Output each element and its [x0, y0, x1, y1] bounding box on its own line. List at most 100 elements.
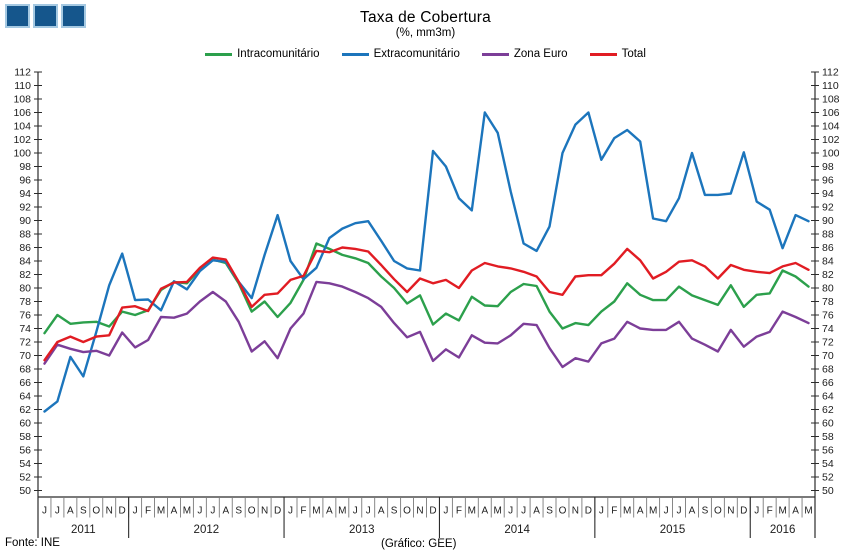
- svg-text:90: 90: [19, 215, 31, 227]
- svg-text:S: S: [702, 506, 709, 517]
- svg-text:66: 66: [19, 377, 31, 389]
- svg-text:58: 58: [822, 431, 834, 443]
- svg-text:102: 102: [13, 134, 31, 146]
- svg-text:52: 52: [822, 472, 834, 484]
- logo-square: [5, 4, 30, 28]
- svg-text:O: O: [92, 506, 100, 517]
- legend-item-zona-euro: Zona Euro: [481, 48, 568, 60]
- legend-label: Extracomunitário: [373, 48, 460, 60]
- chart-title: Taxa de Cobertura: [360, 9, 491, 26]
- svg-text:84: 84: [822, 256, 834, 268]
- svg-text:A: A: [326, 506, 333, 517]
- svg-text:96: 96: [19, 175, 31, 187]
- svg-text:A: A: [637, 506, 644, 517]
- svg-text:O: O: [248, 506, 256, 517]
- svg-text:104: 104: [13, 121, 31, 133]
- chart-subtitle: (%, mm3m): [395, 27, 456, 39]
- legend-item-intracomunitario: Intracomunitário: [205, 48, 320, 60]
- logo: [5, 4, 86, 28]
- svg-text:M: M: [468, 506, 476, 517]
- svg-text:62: 62: [822, 404, 834, 416]
- svg-text:J: J: [521, 506, 526, 517]
- svg-text:108: 108: [13, 94, 31, 106]
- svg-text:54: 54: [822, 458, 834, 470]
- svg-text:M: M: [804, 506, 812, 517]
- svg-text:52: 52: [19, 472, 31, 484]
- svg-text:2016: 2016: [770, 524, 796, 536]
- svg-text:88: 88: [19, 229, 31, 241]
- svg-text:M: M: [494, 506, 502, 517]
- svg-text:D: D: [429, 506, 436, 517]
- svg-text:58: 58: [19, 431, 31, 443]
- legend-label: Zona Euro: [513, 48, 568, 60]
- svg-text:104: 104: [822, 121, 840, 133]
- svg-text:J: J: [443, 506, 448, 517]
- svg-text:F: F: [611, 506, 617, 517]
- svg-text:50: 50: [822, 485, 834, 497]
- svg-text:M: M: [623, 506, 631, 517]
- svg-text:A: A: [689, 506, 696, 517]
- svg-text:94: 94: [19, 188, 31, 200]
- svg-text:A: A: [378, 506, 385, 517]
- svg-text:A: A: [533, 506, 540, 517]
- svg-text:S: S: [546, 506, 553, 517]
- svg-text:S: S: [235, 506, 242, 517]
- credit-text: (Gráfico: GEE): [381, 538, 457, 550]
- legend-swatch-intracomunitario: [205, 52, 233, 56]
- svg-text:J: J: [508, 506, 513, 517]
- svg-text:106: 106: [822, 107, 840, 119]
- svg-text:J: J: [599, 506, 604, 517]
- svg-text:F: F: [145, 506, 151, 517]
- svg-text:D: D: [740, 506, 747, 517]
- legend-swatch-extracomunitario: [341, 52, 369, 56]
- series-line-extracomunitario: [43, 111, 810, 413]
- svg-text:60: 60: [19, 418, 31, 430]
- y-axis-ticks: [34, 71, 819, 491]
- svg-text:M: M: [778, 506, 786, 517]
- svg-text:108: 108: [822, 94, 840, 106]
- logo-square: [33, 4, 58, 28]
- svg-text:102: 102: [822, 134, 840, 146]
- legend-label: Intracomunitário: [237, 48, 320, 60]
- svg-text:A: A: [171, 506, 178, 517]
- svg-text:76: 76: [19, 310, 31, 322]
- svg-text:66: 66: [822, 377, 834, 389]
- svg-text:86: 86: [19, 242, 31, 254]
- svg-text:N: N: [416, 506, 423, 517]
- svg-text:M: M: [157, 506, 165, 517]
- svg-text:80: 80: [19, 283, 31, 295]
- svg-text:56: 56: [822, 445, 834, 457]
- series-line-zona-euro: [43, 280, 810, 369]
- svg-text:M: M: [183, 506, 191, 517]
- svg-text:88: 88: [822, 229, 834, 241]
- svg-text:112: 112: [822, 67, 839, 79]
- legend-swatch-zona-euro: [481, 52, 509, 56]
- chart-legend: Intracomunitário Extracomunitário Zona E…: [0, 48, 851, 60]
- svg-text:N: N: [572, 506, 579, 517]
- svg-text:F: F: [456, 506, 462, 517]
- svg-text:N: N: [106, 506, 113, 517]
- svg-text:N: N: [261, 506, 268, 517]
- svg-text:100: 100: [822, 148, 840, 160]
- svg-text:92: 92: [822, 202, 834, 214]
- svg-text:80: 80: [822, 283, 834, 295]
- svg-text:O: O: [559, 506, 567, 517]
- svg-text:J: J: [677, 506, 682, 517]
- svg-text:O: O: [403, 506, 411, 517]
- svg-text:90: 90: [822, 215, 834, 227]
- svg-text:J: J: [288, 506, 293, 517]
- legend-label: Total: [621, 48, 646, 60]
- svg-text:2014: 2014: [504, 524, 530, 536]
- svg-text:54: 54: [19, 458, 31, 470]
- svg-text:O: O: [714, 506, 722, 517]
- svg-text:N: N: [727, 506, 734, 517]
- svg-text:2013: 2013: [349, 524, 375, 536]
- svg-text:A: A: [222, 506, 229, 517]
- svg-text:72: 72: [822, 337, 834, 349]
- svg-text:J: J: [133, 506, 138, 517]
- svg-text:F: F: [300, 506, 306, 517]
- legend-swatch-total: [589, 52, 617, 56]
- svg-text:M: M: [338, 506, 346, 517]
